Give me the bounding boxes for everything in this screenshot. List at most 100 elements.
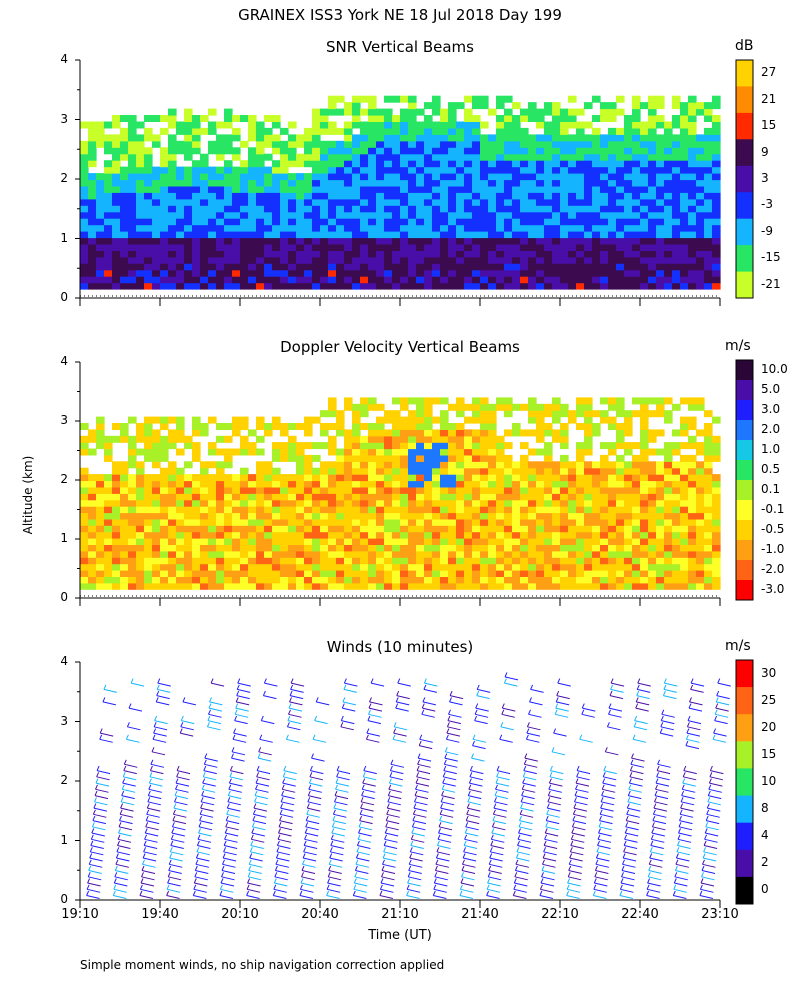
snr-cell — [496, 173, 505, 181]
snr-cell — [472, 211, 481, 219]
snr-cell — [664, 256, 673, 264]
doppler-cell — [272, 416, 281, 424]
snr-cell — [496, 269, 505, 277]
snr-cell — [120, 256, 129, 264]
snr-cell — [336, 244, 345, 251]
snr-cell — [128, 218, 137, 226]
snr-cell — [448, 218, 457, 226]
wind-barb — [411, 838, 425, 843]
snr-cell — [552, 185, 561, 193]
snr-cell — [216, 140, 225, 148]
snr-cell — [440, 256, 449, 264]
snr-cell — [640, 102, 649, 110]
snr-cell — [224, 121, 233, 129]
doppler-cell — [392, 538, 401, 545]
doppler-cell — [328, 576, 337, 584]
doppler-cell — [400, 576, 409, 584]
snr-cell — [408, 95, 417, 103]
snr-cell — [376, 269, 385, 277]
snr-cell — [184, 192, 193, 200]
snr-cell — [432, 147, 441, 155]
snr-cell — [528, 211, 537, 219]
snr-cell — [648, 237, 657, 245]
snr-cell — [472, 102, 481, 110]
colorbar-label: -3.0 — [761, 582, 785, 596]
wind-barb-flag — [208, 703, 212, 709]
doppler-cell — [360, 518, 369, 526]
snr-cell — [496, 115, 505, 122]
snr-cell — [504, 250, 513, 258]
wind-barb-flag — [411, 828, 415, 834]
snr-cell — [616, 108, 625, 116]
doppler-cell — [112, 461, 121, 469]
snr-cell — [240, 224, 249, 232]
doppler-cell — [600, 506, 609, 514]
doppler-cell — [512, 557, 521, 565]
doppler-cell — [616, 410, 625, 418]
wind-barb-flag — [146, 803, 150, 809]
doppler-cell — [376, 576, 385, 584]
doppler-cell — [200, 518, 209, 526]
snr-cell — [584, 263, 593, 271]
doppler-cell — [312, 474, 321, 482]
wind-barb-flag — [231, 747, 235, 753]
snr-cell — [384, 140, 393, 148]
snr-cell — [88, 153, 97, 161]
snr-cell — [504, 269, 513, 277]
snr-cell — [472, 276, 481, 284]
snr-cell — [536, 276, 545, 284]
doppler-cell — [448, 570, 457, 577]
doppler-cell — [344, 480, 353, 488]
doppler-cell — [488, 499, 497, 507]
doppler-cell — [296, 518, 305, 526]
snr-cell — [304, 211, 313, 219]
doppler-cell — [256, 525, 265, 533]
doppler-cell — [608, 576, 617, 584]
snr-cell — [616, 173, 625, 181]
snr-cell — [192, 185, 201, 193]
snr-cell — [448, 205, 457, 213]
snr-cell — [128, 173, 137, 181]
snr-cell — [112, 185, 121, 193]
wind-barb — [300, 882, 315, 887]
snr-cell — [504, 231, 513, 239]
doppler-cell — [568, 461, 577, 469]
wind-barb-flag — [150, 759, 154, 765]
wind-barb — [328, 870, 342, 874]
snr-cell — [704, 231, 713, 239]
wind-barb-flag — [194, 865, 198, 871]
snr-cell — [264, 231, 273, 239]
doppler-cell — [120, 506, 129, 514]
snr-cell — [488, 237, 497, 245]
doppler-cell — [80, 423, 89, 430]
snr-cell — [440, 282, 449, 290]
snr-cell — [680, 276, 689, 284]
snr-cell — [400, 224, 409, 232]
doppler-cell — [200, 486, 209, 494]
doppler-cell — [592, 531, 601, 539]
snr-cell — [176, 140, 185, 148]
snr-cell — [312, 218, 321, 226]
wind-barb — [384, 838, 398, 843]
doppler-cell — [656, 506, 665, 514]
snr-cell — [632, 160, 641, 168]
snr-cell — [424, 185, 433, 193]
doppler-cell — [672, 538, 681, 545]
doppler-cell — [336, 570, 345, 577]
snr-cell — [272, 218, 281, 226]
doppler-cell — [456, 563, 465, 571]
doppler-cell — [360, 474, 369, 482]
doppler-cell — [160, 486, 169, 494]
snr-cell — [664, 147, 673, 155]
wind-barb-flag — [128, 703, 132, 709]
wind-barb — [100, 732, 114, 737]
snr-cell — [392, 205, 401, 213]
snr-cell — [184, 231, 193, 239]
doppler-cell — [696, 474, 705, 482]
doppler-cell — [128, 512, 137, 520]
snr-cell — [696, 134, 705, 142]
snr-cell — [512, 179, 521, 187]
doppler-cell — [480, 416, 489, 424]
wind-barb-flag — [381, 872, 384, 878]
